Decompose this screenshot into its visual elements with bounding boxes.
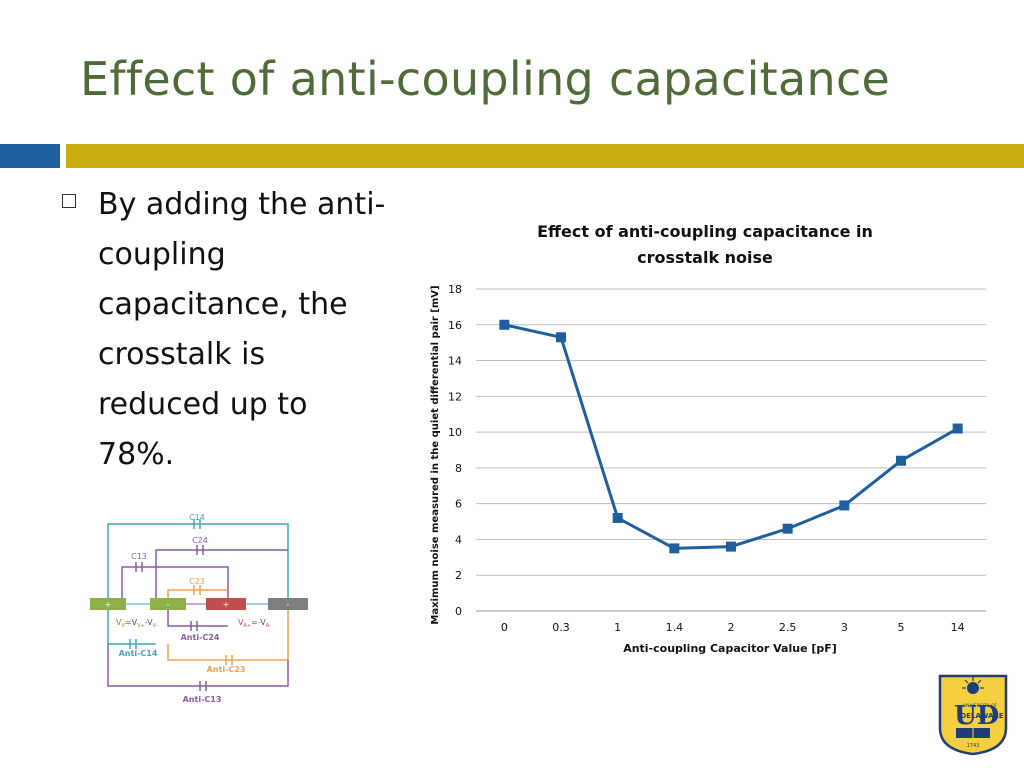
- x-tick-label: 5: [898, 621, 905, 634]
- conductor-1-sign: +: [105, 600, 112, 609]
- y-tick-label: 6: [455, 498, 462, 511]
- anti-c13-label: Anti-C13: [183, 695, 222, 704]
- conductor-2-sign: -: [167, 600, 170, 609]
- conductor-3-plus: [206, 598, 246, 610]
- chart-gridlines: [476, 288, 986, 612]
- bullet-text: By adding the anti-coupling capacitance,…: [98, 187, 386, 472]
- data-point: [499, 319, 510, 330]
- y-tick-label: 8: [455, 462, 462, 475]
- line-chart: Effect of anti-coupling capacitance in c…: [430, 222, 986, 655]
- x-tick-label: 0.3: [552, 621, 570, 634]
- accent-bar-gold: [66, 144, 1024, 168]
- conductor-2-minus: [150, 598, 186, 610]
- data-point: [782, 523, 793, 534]
- chart-title-line1: Effect of anti-coupling capacitance in: [537, 222, 873, 241]
- y-tick-label: 12: [448, 390, 462, 403]
- x-tick-label: 0: [501, 621, 508, 634]
- x-tick-label: 2.5: [779, 621, 797, 634]
- c23-label: C23: [189, 577, 205, 586]
- data-point: [726, 541, 736, 552]
- y-tick-label: 14: [448, 355, 462, 368]
- slide-title: Effect of anti-coupling capacitance: [80, 52, 891, 106]
- y-tick-label: 0: [455, 605, 462, 618]
- series-line: [504, 323, 959, 550]
- conductor-1-plus: [90, 598, 126, 610]
- data-point: [896, 455, 906, 466]
- vv-label: VV=VV+-VV-: [116, 618, 158, 629]
- y-tick-label: 4: [455, 533, 462, 546]
- data-point: [669, 543, 680, 554]
- x-tick-label: 1.4: [666, 621, 684, 634]
- anti-c23-label: Anti-C23: [207, 665, 246, 674]
- y-tick-label: 18: [448, 283, 462, 296]
- y-tick-label: 10: [448, 426, 462, 439]
- logo-year: 1743: [967, 743, 980, 749]
- conductor-4-sign: -: [287, 600, 290, 609]
- logo-line2: DELAWARE: [960, 712, 1003, 720]
- y-tick-labels: 0 2 4 6 8 10 12 14 16 18: [448, 283, 462, 618]
- logo-letters: UD: [954, 701, 999, 731]
- y-tick-label: 2: [455, 569, 462, 582]
- x-axis-label: Anti-coupling Capacitor Value [pF]: [623, 642, 837, 655]
- va-label: VA+=-VA-: [238, 618, 271, 629]
- data-point: [612, 512, 623, 523]
- x-tick-label: 1: [614, 621, 621, 634]
- crosstalk-circuit-diagram: C14 C24 C13 C23 + - + - VV=VV+-VV- VA+=-…: [90, 513, 308, 704]
- university-logo: UD UNIVERSITY OF DELAWARE 1743: [938, 674, 1008, 756]
- conductor-4-minus: [268, 598, 308, 610]
- x-tick-labels: 0 0.3 1 1.4 2 2.5 3 5 14: [501, 621, 965, 634]
- logo-line1: UNIVERSITY OF: [963, 703, 998, 709]
- series-markers: [499, 319, 963, 554]
- conductor-3-sign: +: [223, 600, 230, 609]
- x-tick-label: 2: [728, 621, 735, 634]
- y-tick-label: 16: [448, 319, 462, 332]
- c14-label: C14: [189, 513, 205, 522]
- data-point: [839, 500, 850, 511]
- bullet-square-icon: [62, 194, 76, 208]
- chart-title-line2: crosstalk noise: [637, 248, 773, 267]
- c13-label: C13: [131, 552, 147, 561]
- anti-c24-label: Anti-C24: [181, 633, 220, 642]
- anti-c14-label: Anti-C14: [119, 649, 158, 658]
- data-point: [952, 423, 963, 434]
- accent-bar-blue: [0, 144, 60, 168]
- c24-label: C24: [192, 536, 208, 545]
- y-axis-label: Maximum noise measured in the quiet diff…: [430, 285, 441, 624]
- x-tick-label: 14: [951, 621, 965, 634]
- data-point: [556, 332, 566, 343]
- x-tick-label: 3: [841, 621, 848, 634]
